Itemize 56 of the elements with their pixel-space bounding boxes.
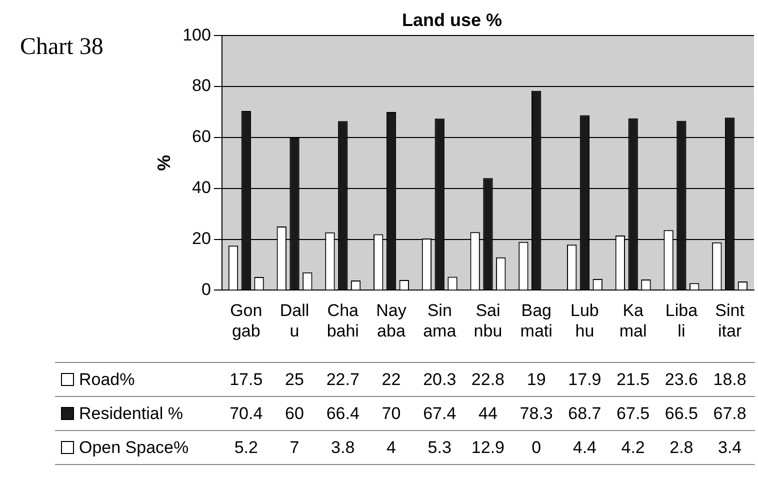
data-label: 19 (526, 370, 546, 390)
data-label: 22.7 (326, 370, 360, 390)
data-label: 60 (285, 404, 304, 424)
data-label: 4.2 (621, 438, 645, 458)
x-tick-label: Dall u (280, 301, 310, 340)
data-label: 3.8 (331, 438, 355, 458)
data-label: 67.5 (616, 404, 650, 424)
data-label: 22 (382, 370, 401, 390)
caption: Chart 38 (20, 34, 104, 61)
data-label: 67.4 (423, 404, 456, 424)
x-tick-label: Sai nbu (474, 301, 502, 340)
x-tick-label: Gon gab (230, 301, 262, 340)
data-label: 22.8 (471, 370, 505, 390)
data-label: 20.3 (423, 370, 456, 390)
data-label: 4.4 (572, 438, 597, 458)
data-label: 0 (532, 438, 542, 458)
data-label: 68.7 (568, 404, 602, 424)
data-label: 66.5 (664, 404, 698, 424)
data-label: 5.2 (234, 438, 258, 458)
x-tick-label: Nay aba (376, 301, 407, 340)
y-tick-label: 40 (192, 178, 211, 198)
data-label: 25 (285, 370, 304, 390)
data-label: 66.4 (326, 404, 360, 424)
x-tick-label: Cha bahi (326, 301, 360, 340)
data-label: 12.9 (471, 438, 505, 458)
legend-label: Residential % (78, 404, 183, 424)
y-tick-label: 20 (192, 228, 211, 248)
y-tick-label: 0 (201, 280, 211, 299)
data-label: 44 (478, 404, 498, 424)
x-tick-label: Bag mati (520, 301, 552, 340)
y-axis-title: % (154, 154, 174, 171)
x-tick-label: Lub hu (570, 301, 599, 340)
data-label: 70.4 (230, 404, 263, 424)
legend-label: Road% (78, 370, 135, 390)
x-tick-label: Sint itar (715, 301, 745, 340)
data-label: 17.5 (230, 370, 263, 390)
data-label: 23.6 (664, 370, 698, 390)
chart-title: Land use % (402, 10, 502, 30)
data-label: 21.5 (616, 370, 650, 390)
data-label: 2.8 (670, 438, 694, 458)
y-tick-label: 60 (192, 127, 211, 146)
x-tick-label: Ka mal (619, 301, 647, 340)
data-label: 18.8 (713, 370, 746, 390)
x-tick-label: Liba li (665, 301, 698, 340)
data-label: 7 (290, 438, 300, 458)
data-label: 70 (382, 404, 401, 424)
data-label: 17.9 (568, 370, 602, 390)
data-label: 4 (386, 438, 396, 458)
data-label: 67.8 (713, 404, 746, 424)
legend-label: Open Space% (78, 438, 189, 458)
data-label: 3.4 (718, 438, 742, 458)
y-tick-label: 80 (192, 76, 211, 96)
x-tick-label: Sin ama (423, 301, 457, 340)
y-tick-label: 100 (182, 25, 211, 44)
data-label: 5.3 (428, 438, 452, 458)
data-label: 78.3 (520, 404, 553, 424)
